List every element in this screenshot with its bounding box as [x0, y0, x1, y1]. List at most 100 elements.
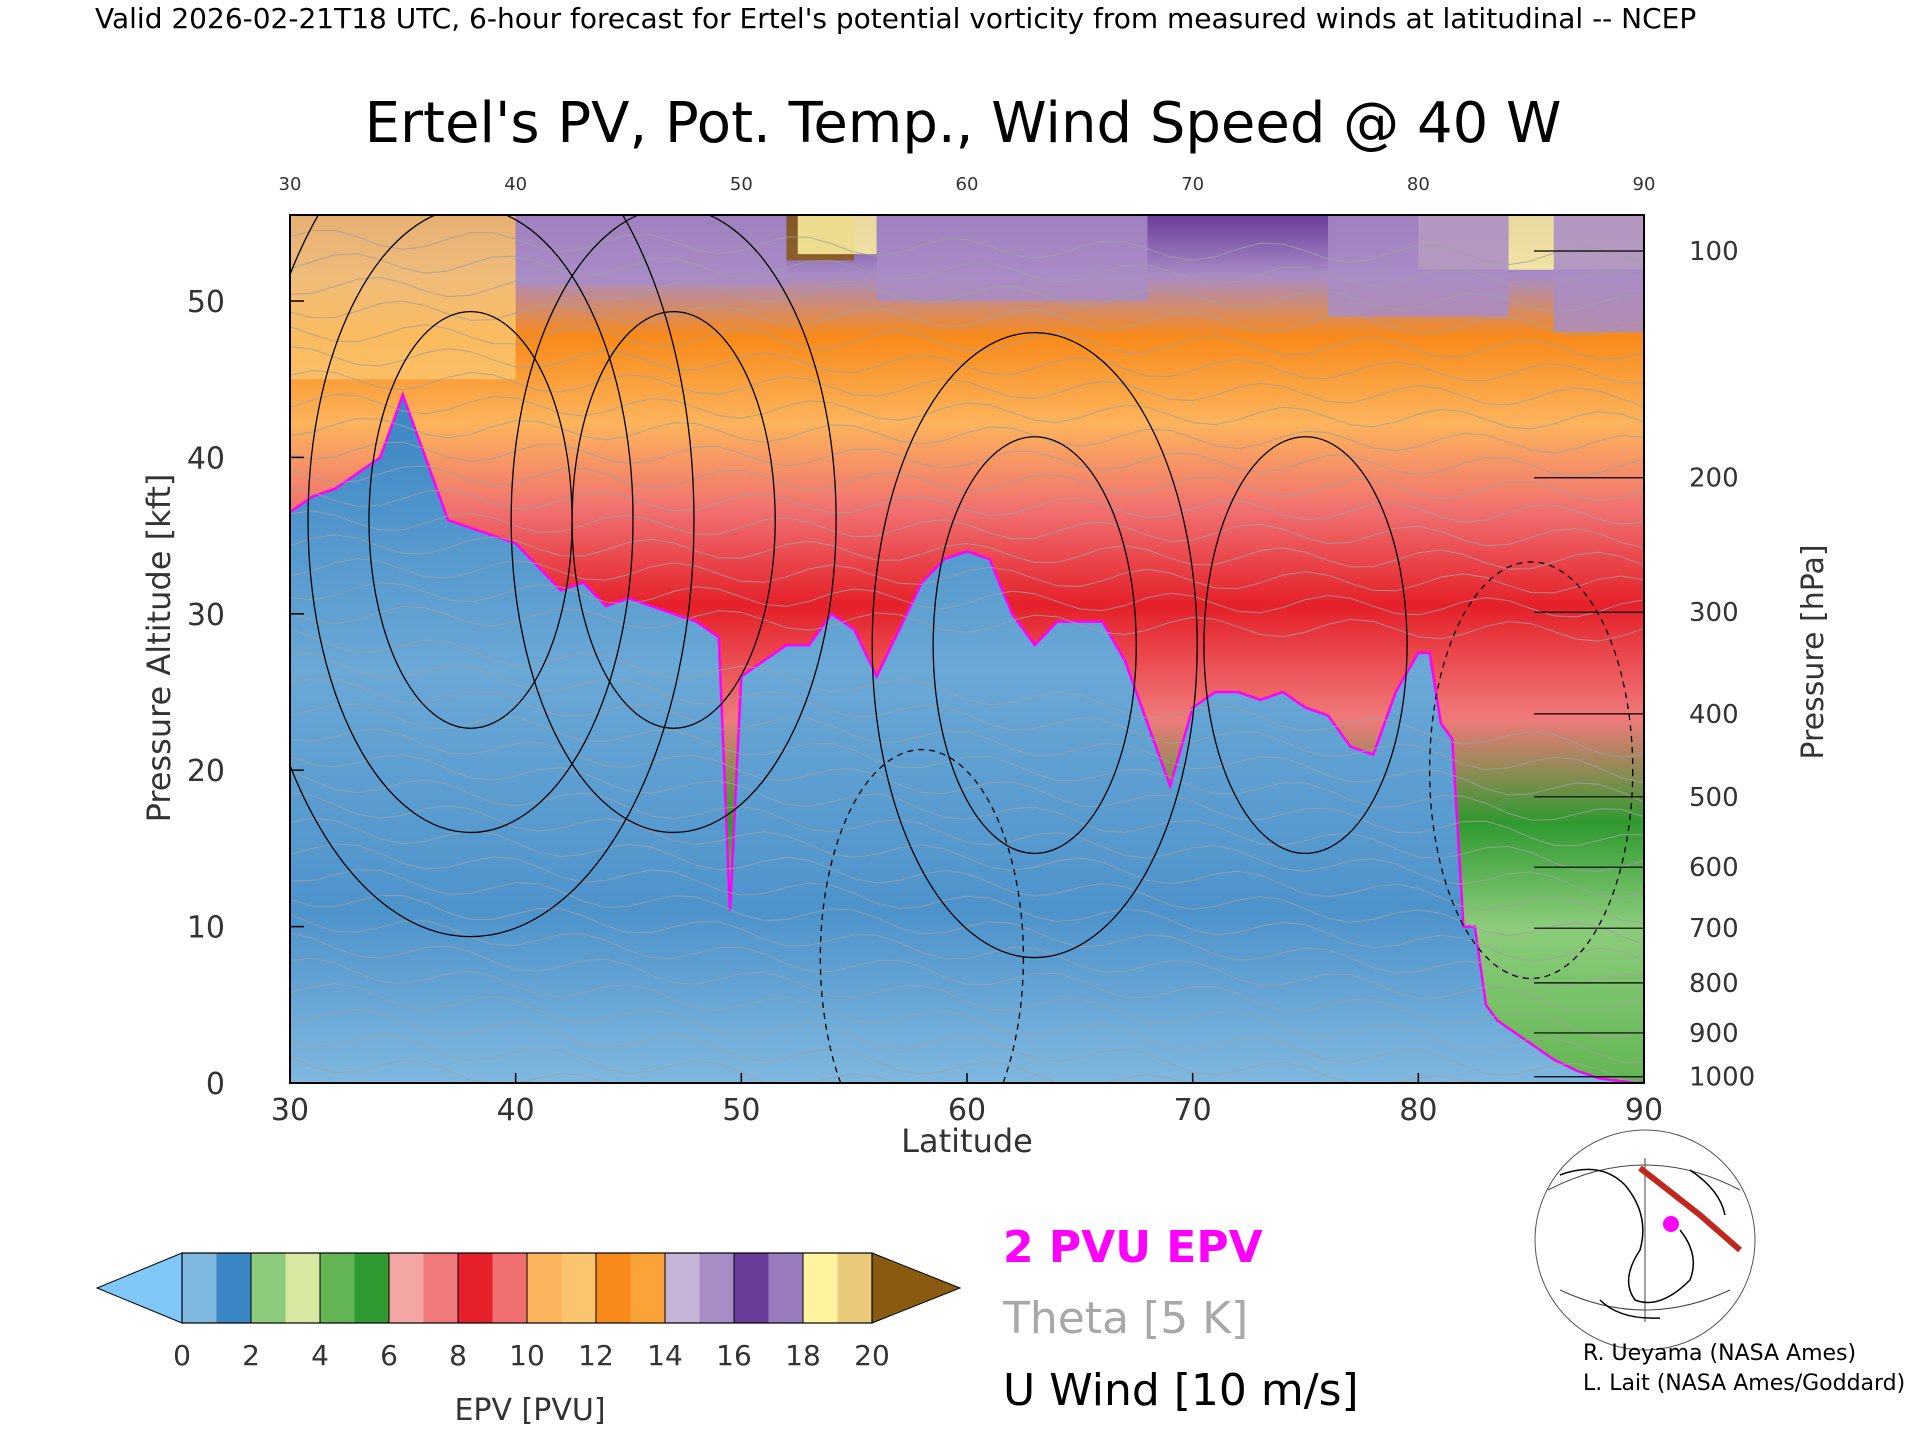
y-tick-label: 0	[206, 1067, 225, 1102]
x-top-tick-label: 30	[279, 174, 302, 195]
x-tick-label: 30	[271, 1093, 309, 1128]
pressure-tick-label: 200	[1689, 464, 1739, 494]
theta-contour	[290, 300, 1644, 337]
colorbar-swatch	[354, 1253, 390, 1323]
y-tick-label: 40	[187, 441, 225, 476]
x-top-tick-label: 70	[1181, 174, 1204, 195]
pv-patch	[1328, 215, 1509, 317]
theta-contour	[290, 1008, 1644, 1083]
y-tick-label: 20	[187, 754, 225, 789]
u-wind-contour	[819, 748, 1025, 1083]
pv-patch	[1553, 215, 1644, 333]
location-map	[1534, 1129, 1756, 1351]
theta-contour	[290, 678, 1644, 803]
colorbar-swatch	[389, 1253, 424, 1323]
y-tick-label: 30	[187, 598, 225, 633]
colorbar-swatch	[699, 1253, 735, 1323]
theta-contour	[290, 417, 1644, 454]
colorbar-swatch	[423, 1253, 459, 1323]
theta-contour	[290, 817, 1644, 946]
u-wind-contour	[1428, 561, 1634, 980]
theta-contour	[290, 703, 1644, 821]
colorbar-tick-label: 0	[173, 1339, 191, 1372]
colorbar-tick-label: 12	[578, 1339, 614, 1372]
pressure-tick-label: 600	[1689, 853, 1739, 883]
troposphere-fill	[290, 394, 1644, 1083]
theta-contours	[290, 229, 1644, 1083]
colorbar-under-triangle	[95, 1252, 183, 1324]
x-axis-label: Latitude	[901, 1122, 1033, 1160]
theta-contour	[290, 957, 1644, 1083]
pv-patch	[290, 215, 516, 380]
legend-pv: 2 PVU EPV	[1003, 1222, 1263, 1273]
theta-contour	[290, 253, 1644, 290]
colorbar-swatch	[320, 1253, 355, 1323]
colorbar-swatch	[216, 1253, 252, 1323]
theta-contour	[290, 534, 1644, 570]
colorbar-swatch	[768, 1253, 804, 1323]
colorbar-frame	[181, 1252, 873, 1324]
theta-contour	[290, 652, 1644, 784]
u-wind-contour	[290, 215, 695, 938]
pv-patch	[797, 215, 877, 255]
colorbar-tick-label: 10	[509, 1339, 545, 1372]
legend-wind: U Wind [10 m/s]	[1003, 1365, 1359, 1416]
u-wind-contour	[510, 215, 837, 834]
colorbar-swatch	[837, 1253, 873, 1323]
x-tick-label: 40	[497, 1093, 535, 1128]
colorbar-tick-label: 14	[647, 1339, 683, 1372]
x-tick-label: 80	[1399, 1093, 1437, 1128]
pressure-tick-label: 100	[1689, 237, 1739, 267]
theta-contour	[290, 894, 1644, 1013]
theta-contour	[290, 229, 1644, 266]
colorbar-tick-label: 20	[854, 1339, 890, 1372]
pressure-tick-label: 300	[1689, 598, 1739, 628]
colorbar: 0 2 4 6 8 10 12 14 16 18 20	[95, 1252, 962, 1372]
colorbar-swatch	[527, 1253, 562, 1323]
theta-contour	[290, 605, 1644, 642]
theta-contour	[290, 913, 1644, 1038]
colorbar-swatch	[630, 1253, 666, 1323]
theta-contour	[290, 324, 1644, 360]
x-top-tick-label: 90	[1633, 174, 1656, 195]
x-tick-label: 50	[722, 1093, 760, 1128]
theta-contour	[290, 393, 1644, 430]
map-transect	[1638, 1165, 1742, 1253]
x-tick-label: 90	[1625, 1093, 1663, 1128]
u-wind-contour	[1203, 436, 1408, 855]
map-coastline	[1559, 1168, 1726, 1319]
colorbar-swatch	[803, 1253, 838, 1323]
colorbar-swatch	[492, 1253, 528, 1323]
legend-theta: Theta [5 K]	[1002, 1293, 1248, 1344]
colorbar-swatch	[182, 1253, 217, 1323]
x-axis-top: 30 40 50 60 70 80 90	[279, 174, 1656, 195]
credit-line-2: L. Lait (NASA Ames/Goddard)	[1583, 1371, 1905, 1396]
x-top-tick-label: 40	[504, 174, 527, 195]
colorbar-swatch	[596, 1253, 631, 1323]
theta-contour	[290, 843, 1644, 962]
theta-contour	[290, 628, 1644, 758]
theta-contour	[290, 486, 1644, 525]
x-tick-label: 70	[1174, 1093, 1212, 1128]
validity-header: Valid 2026-02-21T18 UTC, 6-hour forecast…	[95, 2, 1696, 35]
y-tick-label: 10	[187, 911, 225, 946]
colorbar-tick-label: 2	[242, 1339, 260, 1372]
y-axis-label: Pressure Altitude [kft]	[140, 474, 178, 823]
theta-contour	[290, 791, 1644, 924]
theta-contour	[290, 869, 1644, 987]
theta-contour	[290, 932, 1644, 1064]
theta-contour	[290, 369, 1644, 407]
x-top-tick-label: 60	[956, 174, 979, 195]
theta-contour	[290, 510, 1644, 549]
theta-contour	[290, 345, 1644, 384]
colorbar-swatch	[285, 1253, 321, 1323]
plot-area	[290, 215, 1644, 1083]
x-top-tick-label: 50	[730, 174, 753, 195]
u-wind-contour	[871, 331, 1198, 959]
map-latitude-circle-1	[1547, 1164, 1741, 1191]
y-axis-right: 100 200 300 400 500 600 700 800 900 1000	[1534, 237, 1755, 1093]
colorbar-swatch	[251, 1253, 286, 1323]
colorbar-over-triangle	[871, 1252, 962, 1324]
theta-contour	[290, 557, 1644, 594]
